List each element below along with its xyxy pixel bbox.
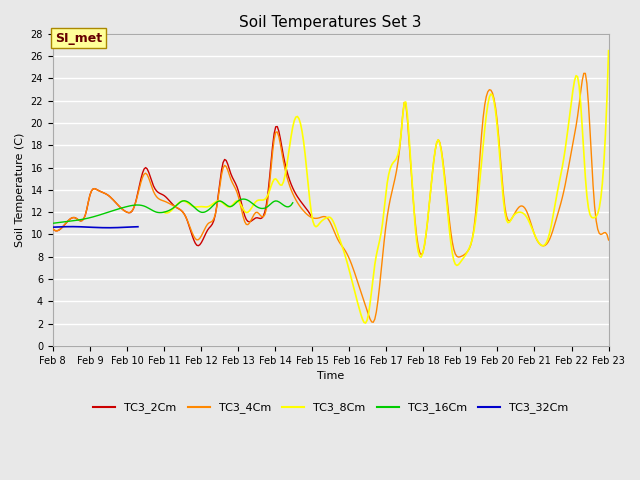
X-axis label: Time: Time xyxy=(317,371,344,381)
Y-axis label: Soil Temperature (C): Soil Temperature (C) xyxy=(15,132,25,247)
Title: Soil Temperatures Set 3: Soil Temperatures Set 3 xyxy=(239,15,422,30)
Text: SI_met: SI_met xyxy=(54,32,102,45)
Legend: TC3_2Cm, TC3_4Cm, TC3_8Cm, TC3_16Cm, TC3_32Cm: TC3_2Cm, TC3_4Cm, TC3_8Cm, TC3_16Cm, TC3… xyxy=(89,398,573,418)
